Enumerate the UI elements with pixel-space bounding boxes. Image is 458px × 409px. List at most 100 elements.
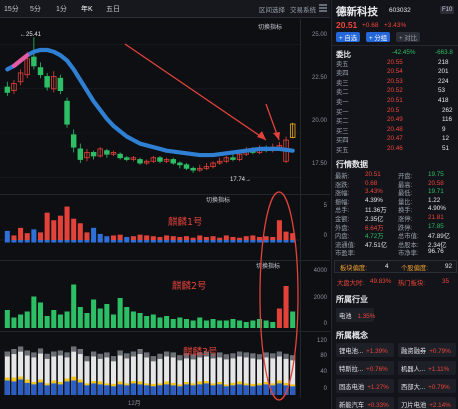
switch-indicator-main[interactable]: 切换指标 (258, 25, 283, 31)
indicator-3-bar (183, 353, 190, 395)
concept-tag[interactable]: 机器人... +1.11% (398, 361, 456, 375)
indicator-1-bar (117, 234, 123, 240)
indicator-1-bar (150, 236, 156, 240)
timeframe-5min[interactable]: 5分 (30, 6, 41, 13)
group-button[interactable]: + 分组 (366, 32, 391, 42)
indicator-3-cap (44, 353, 50, 359)
divider (332, 45, 458, 46)
indicator-1-base (150, 240, 156, 243)
concept-name: 锂电池... (339, 348, 364, 355)
menu-icon[interactable] (318, 3, 328, 13)
indicator-3-yellow (170, 382, 176, 386)
candlestick-pane[interactable]: 切换指标 ←25.41 17.74→ (0, 19, 300, 194)
compare-button[interactable]: + 对比 (396, 32, 421, 42)
add-watchlist-button[interactable]: + 自选 (336, 32, 361, 42)
indicator-3-bar (57, 350, 63, 395)
quote-label: 市盈率: (335, 250, 356, 258)
axis-tick: 2000 (313, 295, 327, 301)
concept-tag[interactable]: 西部大... +0.79% (398, 379, 456, 393)
switch-indicator-1[interactable]: 切换指标 (206, 198, 231, 204)
concept-tag[interactable]: 特斯拉... +0.76% (336, 361, 394, 375)
indicator-1-base (270, 240, 276, 243)
indicator-3-cap (18, 346, 24, 352)
indicator-3-cap (97, 353, 103, 359)
indicator-1-bar (44, 212, 50, 240)
indicator-2-bar (237, 320, 243, 328)
quote-value: 96.76 (428, 248, 444, 256)
indicator-2-bar (11, 317, 17, 328)
bid-volume: 9 (442, 125, 446, 133)
indicator-3-yellow (217, 381, 223, 385)
indicator-2-bar (203, 320, 209, 328)
bid-label: 买二 (336, 118, 349, 126)
timeframe-15min[interactable]: 15分 (4, 6, 19, 13)
indicator-3-bar (190, 354, 196, 395)
indicator-3-bar (71, 346, 77, 395)
concept-tag[interactable]: 新能汽车 +0.33% (336, 397, 394, 409)
ask-label: 卖三 (336, 79, 349, 87)
indicator-3-blue (64, 381, 70, 395)
indicator-3-blue (104, 385, 110, 395)
indicator-2-bar (110, 314, 117, 328)
indicator-3-bar (170, 352, 176, 395)
indicator-1-base (223, 240, 229, 243)
indicator-3-bar (117, 350, 123, 395)
quote-value: 2.35亿 (365, 216, 384, 223)
timeframe-five-day[interactable]: 五日 (106, 6, 120, 13)
indicator-3-yellow (164, 381, 170, 385)
weibi-value: -42.45% (392, 49, 416, 56)
indicator-1-bar (210, 236, 216, 240)
indicator-1-base (276, 240, 282, 243)
indicator-1-bar (84, 232, 90, 240)
trade-system-button[interactable]: 交易系统 (290, 7, 316, 14)
indicator-1-base (44, 240, 50, 243)
indicator-chart-3 (4, 346, 296, 395)
indicator-1-base (130, 240, 136, 243)
indicator-pane-2[interactable]: 切换指标 麒麟2号 (0, 261, 300, 331)
timeframe-1min[interactable]: 1分 (56, 6, 67, 13)
pane-divider (0, 260, 330, 261)
indicator-3-bar (104, 352, 110, 395)
concept-tag[interactable]: 固态电池 +1.27% (336, 379, 394, 393)
quotes-title: 行情数据 (336, 160, 368, 169)
industry-tag[interactable]: 电池 1.35% (336, 308, 375, 322)
interval-select-button[interactable]: 区间选择 (259, 7, 285, 14)
indicator-2-title: 麒麟2号 (172, 281, 207, 292)
concept-tag[interactable]: 融资融券 +0.79% (398, 343, 456, 357)
indicator-3-blue (290, 386, 296, 395)
indicator-3-bar (197, 352, 203, 395)
ask-price: 20.53 (387, 77, 403, 85)
indicator-3-yellow (44, 383, 50, 386)
indicator-3-cap (157, 353, 163, 359)
indicator-3-blue (217, 384, 223, 395)
pane-divider (0, 331, 330, 332)
bid-label: 买三 (336, 127, 349, 135)
indicator-3-cap (237, 351, 243, 357)
candle-body (84, 152, 90, 159)
indicator-3-yellow (237, 381, 243, 385)
indicator-3-blue (263, 384, 269, 395)
quote-value: 47.89亿 (428, 233, 451, 241)
indicator-1-title: 麒麟1号 (168, 217, 203, 228)
concept-tag[interactable]: 锂电池... +1.39% (336, 343, 394, 357)
f10-button[interactable]: F10 (440, 6, 455, 14)
weibi-label: 委比 (336, 50, 351, 59)
switch-indicator-2[interactable]: 切换指标 (256, 264, 281, 270)
concept-tag[interactable]: 刀片电池 +2.14% (398, 397, 456, 409)
indicator-pane-3[interactable]: 麒麟3号 (0, 332, 300, 398)
indicator-3-yellow (91, 380, 97, 384)
indicator-1-bar (64, 206, 70, 240)
indicator-1-bar (250, 235, 256, 240)
indicator-pane-1[interactable]: 切换指标 麒麟1号 (0, 195, 300, 260)
indicator-1-bar (183, 236, 190, 240)
concept-pct: +1.27% (367, 384, 389, 391)
indicator-3-yellow (270, 383, 276, 386)
indicator-1-bar (290, 233, 296, 240)
indicator-1-bar (124, 236, 130, 240)
axis-tick: 40 (320, 369, 327, 375)
indicator-3-blue (57, 384, 63, 395)
big-order-value: 49.83% (370, 278, 392, 285)
quote-value: 21.81 (428, 214, 444, 221)
timeframe-yearly[interactable]: 年K (81, 6, 93, 13)
indicator-3-blue (51, 383, 57, 395)
